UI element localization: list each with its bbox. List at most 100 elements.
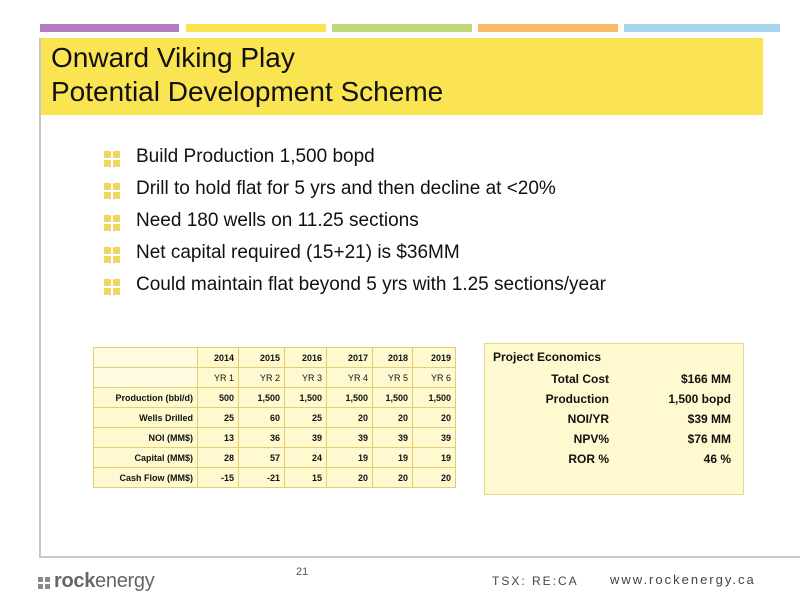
page-title-line-2: Potential Development Scheme xyxy=(51,76,444,107)
table-cell: 1,500 xyxy=(372,387,413,408)
bullet-text: Drill to hold flat for 5 yrs and then de… xyxy=(136,178,556,199)
logo-text-suffix: energy xyxy=(95,570,155,592)
table-header-cell: 2019 xyxy=(412,347,456,368)
table-row-label: NOI (MM$) xyxy=(93,427,198,448)
table-cell: 39 xyxy=(326,427,373,448)
table-cell: 20 xyxy=(326,467,373,488)
economics-value: $166 MM xyxy=(680,372,731,386)
table-cell: 19 xyxy=(412,447,456,468)
table-row-years: 2014 2015 2016 2017 2018 2019 xyxy=(93,347,456,368)
accent-bars xyxy=(40,24,780,32)
table-cell: 20 xyxy=(372,407,413,428)
stock-ticker: TSX: RE:CA xyxy=(492,574,579,588)
table-header-cell: 2018 xyxy=(372,347,413,368)
page-number: 21 xyxy=(296,566,309,578)
table-row-yr-labels: YR 1 YR 2 YR 3 YR 4 YR 5 YR 6 xyxy=(93,367,456,388)
economics-label: ROR % xyxy=(568,452,609,466)
table-cell: YR 1 xyxy=(197,367,239,388)
square-grid-icon xyxy=(104,215,120,231)
table-cell: 36 xyxy=(238,427,285,448)
table-cell: 39 xyxy=(412,427,456,448)
economics-row: NOI/YR $39 MM xyxy=(485,412,743,432)
table-cell: 500 xyxy=(197,387,239,408)
table-cell: YR 2 xyxy=(238,367,285,388)
economics-label: NPV% xyxy=(573,432,609,446)
slide-frame-left xyxy=(39,38,41,558)
table-row-label: Cash Flow (MM$) xyxy=(93,467,198,488)
bullet-text: Net capital required (15+21) is $36MM xyxy=(136,242,460,263)
table-cell: 25 xyxy=(197,407,239,428)
table-cell: 19 xyxy=(326,447,373,468)
economics-value: $76 MM xyxy=(687,432,731,446)
table-row: Capital (MM$) 28 57 24 19 19 19 xyxy=(93,447,456,468)
table-cell: YR 6 xyxy=(412,367,456,388)
table-cell: -21 xyxy=(238,467,285,488)
table-cell: 25 xyxy=(284,407,327,428)
table-row: Cash Flow (MM$) -15 -21 15 20 20 20 xyxy=(93,467,456,488)
accent-bar-green xyxy=(332,24,472,32)
table-cell: YR 5 xyxy=(372,367,413,388)
bullet-text: Need 180 wells on 11.25 sections xyxy=(136,210,419,231)
table-cell: 1,500 xyxy=(238,387,285,408)
website-url: www.rockenergy.ca xyxy=(610,572,756,587)
table-cell xyxy=(93,367,198,388)
table-cell: 20 xyxy=(412,407,456,428)
table-header-cell: 2016 xyxy=(284,347,327,368)
economics-label: Production xyxy=(545,392,609,406)
square-grid-icon xyxy=(104,247,120,263)
table-cell: 57 xyxy=(238,447,285,468)
table-cell: 20 xyxy=(326,407,373,428)
economics-value: 1,500 bopd xyxy=(668,392,731,406)
economics-row: Total Cost $166 MM xyxy=(485,372,743,392)
economics-row: NPV% $76 MM xyxy=(485,432,743,452)
table-row-label: Wells Drilled xyxy=(93,407,198,428)
economics-row: Production 1,500 bopd xyxy=(485,392,743,412)
table-row: NOI (MM$) 13 36 39 39 39 39 xyxy=(93,427,456,448)
logo-grid-icon xyxy=(38,577,50,589)
table-cell: 1,500 xyxy=(412,387,456,408)
table-cell: 24 xyxy=(284,447,327,468)
title-band: Onward Viking Play Potential Development… xyxy=(41,38,763,115)
table-cell: 28 xyxy=(197,447,239,468)
economics-row: ROR % 46 % xyxy=(485,452,743,472)
table-cell: 15 xyxy=(284,467,327,488)
table-row: Production (bbl/d) 500 1,500 1,500 1,500… xyxy=(93,387,456,408)
logo-text-prefix: rock xyxy=(54,570,96,592)
square-grid-icon xyxy=(104,151,120,167)
slide-frame-bottom xyxy=(39,556,800,558)
table-cell: 1,500 xyxy=(284,387,327,408)
economics-label: Total Cost xyxy=(551,372,609,386)
accent-bar-yellow xyxy=(186,24,326,32)
table-row-label: Production (bbl/d) xyxy=(93,387,198,408)
table-header-cell: 2017 xyxy=(326,347,373,368)
table-row: Wells Drilled 25 60 25 20 20 20 xyxy=(93,407,456,428)
table-cell: -15 xyxy=(197,467,239,488)
table-row-label: Capital (MM$) xyxy=(93,447,198,468)
table-cell: 13 xyxy=(197,427,239,448)
bullet-text: Build Production 1,500 bopd xyxy=(136,146,375,167)
table-cell: 19 xyxy=(372,447,413,468)
table-cell: 20 xyxy=(372,467,413,488)
table-cell: YR 4 xyxy=(326,367,373,388)
accent-bar-orange xyxy=(478,24,618,32)
table-cell: YR 3 xyxy=(284,367,327,388)
table-header-cell: 2015 xyxy=(238,347,285,368)
page-title-line-1: Onward Viking Play xyxy=(51,42,295,73)
table-cell: 39 xyxy=(372,427,413,448)
logo-text: rockenergy xyxy=(54,570,155,593)
table-cell: 20 xyxy=(412,467,456,488)
table-cell xyxy=(93,347,198,368)
accent-bar-purple xyxy=(40,24,179,32)
economics-value: $39 MM xyxy=(687,412,731,426)
table-header-cell: 2014 xyxy=(197,347,239,368)
accent-bar-blue xyxy=(624,24,780,32)
economics-title: Project Economics xyxy=(493,350,602,364)
square-grid-icon xyxy=(104,279,120,295)
bullet-text: Could maintain flat beyond 5 yrs with 1.… xyxy=(136,274,606,295)
table-cell: 60 xyxy=(238,407,285,428)
development-table: 2014 2015 2016 2017 2018 2019 YR 1 YR 2 … xyxy=(93,347,456,488)
table-cell: 1,500 xyxy=(326,387,373,408)
table-cell: 39 xyxy=(284,427,327,448)
economics-value: 46 % xyxy=(703,452,731,466)
project-economics-box: Project Economics Total Cost $166 MM Pro… xyxy=(484,343,744,495)
